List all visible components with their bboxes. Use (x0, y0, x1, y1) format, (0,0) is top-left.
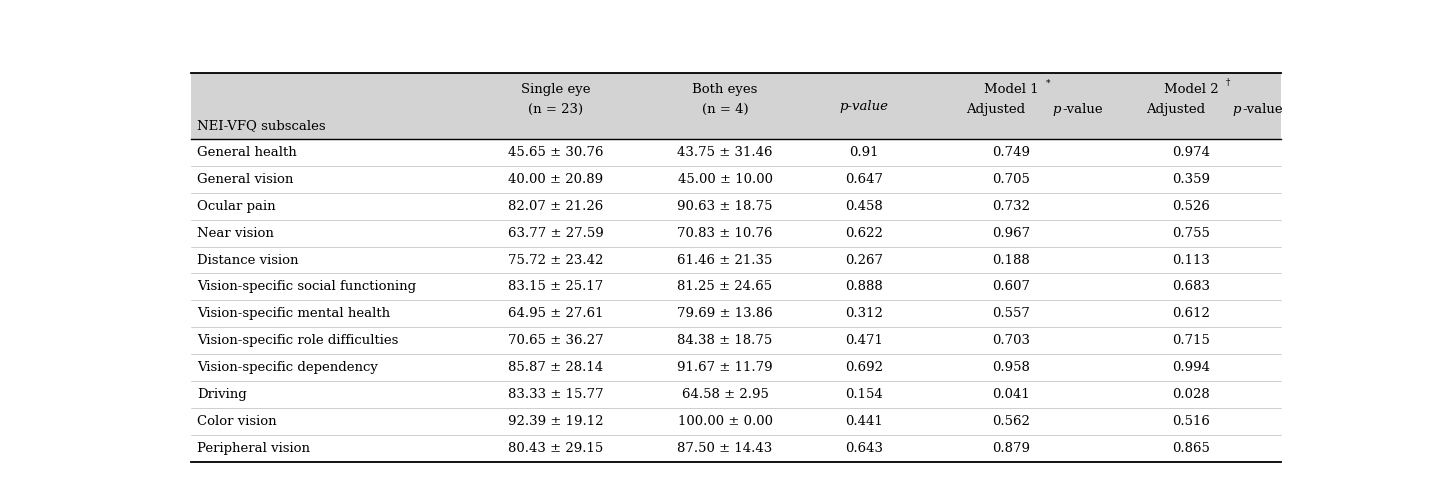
Text: 0.958: 0.958 (992, 361, 1030, 374)
Text: 70.83 ± 10.76: 70.83 ± 10.76 (678, 226, 773, 240)
Text: p: p (1232, 104, 1241, 116)
Text: 0.526: 0.526 (1172, 200, 1211, 213)
Text: (n = 23): (n = 23) (528, 104, 583, 116)
Text: 0.683: 0.683 (1172, 280, 1211, 294)
Text: 0.154: 0.154 (846, 388, 883, 401)
Text: 0.557: 0.557 (992, 308, 1030, 320)
Text: 43.75 ± 31.46: 43.75 ± 31.46 (678, 146, 773, 159)
Text: 79.69 ± 13.86: 79.69 ± 13.86 (678, 308, 773, 320)
Text: 45.65 ± 30.76: 45.65 ± 30.76 (508, 146, 603, 159)
Text: Driving: Driving (197, 388, 247, 401)
Text: Vision-specific dependency: Vision-specific dependency (197, 361, 378, 374)
Text: -value: -value (1242, 104, 1282, 116)
Text: 0.865: 0.865 (1172, 442, 1211, 455)
Text: 0.974: 0.974 (1172, 146, 1211, 159)
Text: 0.705: 0.705 (992, 173, 1030, 186)
Text: 0.516: 0.516 (1172, 415, 1211, 428)
Text: Distance vision: Distance vision (197, 254, 299, 266)
Text: 0.879: 0.879 (992, 442, 1031, 455)
Text: Peripheral vision: Peripheral vision (197, 442, 310, 455)
Text: 63.77 ± 27.59: 63.77 ± 27.59 (508, 226, 605, 240)
FancyBboxPatch shape (191, 73, 1281, 139)
Text: 85.87 ± 28.14: 85.87 ± 28.14 (508, 361, 603, 374)
Text: 100.00 ± 0.00: 100.00 ± 0.00 (678, 415, 773, 428)
Text: 0.562: 0.562 (992, 415, 1030, 428)
Text: Ocular pain: Ocular pain (197, 200, 276, 213)
Text: 0.91: 0.91 (849, 146, 879, 159)
Text: 0.967: 0.967 (992, 226, 1031, 240)
Text: 0.607: 0.607 (992, 280, 1031, 294)
Text: 0.703: 0.703 (992, 334, 1031, 347)
Text: 82.07 ± 21.26: 82.07 ± 21.26 (508, 200, 603, 213)
Text: 0.715: 0.715 (1172, 334, 1211, 347)
Text: 0.622: 0.622 (846, 226, 883, 240)
Text: -value: -value (1063, 104, 1103, 116)
Text: Vision-specific social functioning: Vision-specific social functioning (197, 280, 416, 294)
Text: 0.359: 0.359 (1172, 173, 1211, 186)
Text: 81.25 ± 24.65: 81.25 ± 24.65 (678, 280, 773, 294)
Text: Model 1: Model 1 (984, 83, 1038, 96)
Text: (n = 4): (n = 4) (702, 104, 748, 116)
Text: 87.50 ± 14.43: 87.50 ± 14.43 (678, 442, 773, 455)
Text: General vision: General vision (197, 173, 294, 186)
Text: 0.692: 0.692 (846, 361, 883, 374)
Text: Color vision: Color vision (197, 415, 277, 428)
Text: p: p (1053, 104, 1061, 116)
Text: Adjusted: Adjusted (1146, 104, 1209, 116)
Text: Single eye: Single eye (521, 83, 590, 96)
Text: 40.00 ± 20.89: 40.00 ± 20.89 (508, 173, 603, 186)
Text: 45.00 ± 10.00: 45.00 ± 10.00 (678, 173, 773, 186)
Text: 0.188: 0.188 (992, 254, 1030, 266)
Text: 0.458: 0.458 (846, 200, 883, 213)
Text: 83.15 ± 25.17: 83.15 ± 25.17 (508, 280, 603, 294)
Text: p-value: p-value (840, 100, 889, 113)
Text: 84.38 ± 18.75: 84.38 ± 18.75 (678, 334, 773, 347)
Text: †: † (1226, 78, 1231, 87)
Text: NEI-VFQ subscales: NEI-VFQ subscales (197, 119, 326, 132)
Text: 0.113: 0.113 (1172, 254, 1211, 266)
Text: Near vision: Near vision (197, 226, 274, 240)
Text: 0.755: 0.755 (1172, 226, 1211, 240)
Text: 75.72 ± 23.42: 75.72 ± 23.42 (508, 254, 603, 266)
Text: 64.95 ± 27.61: 64.95 ± 27.61 (508, 308, 603, 320)
Text: 0.312: 0.312 (846, 308, 883, 320)
Text: 0.888: 0.888 (846, 280, 883, 294)
Text: Vision-specific role difficulties: Vision-specific role difficulties (197, 334, 399, 347)
Text: 0.267: 0.267 (846, 254, 883, 266)
Text: 0.612: 0.612 (1172, 308, 1211, 320)
Text: 70.65 ± 36.27: 70.65 ± 36.27 (508, 334, 603, 347)
Text: 0.749: 0.749 (992, 146, 1031, 159)
Text: 0.041: 0.041 (992, 388, 1030, 401)
Text: *: * (1045, 78, 1050, 87)
Text: 0.732: 0.732 (992, 200, 1031, 213)
Text: 0.643: 0.643 (846, 442, 883, 455)
Text: 90.63 ± 18.75: 90.63 ± 18.75 (678, 200, 773, 213)
Text: 0.647: 0.647 (846, 173, 883, 186)
Text: 80.43 ± 29.15: 80.43 ± 29.15 (508, 442, 603, 455)
Text: Adjusted: Adjusted (966, 104, 1030, 116)
Text: 0.028: 0.028 (1172, 388, 1211, 401)
Text: Vision-specific mental health: Vision-specific mental health (197, 308, 391, 320)
Text: 0.994: 0.994 (1172, 361, 1211, 374)
Text: 92.39 ± 19.12: 92.39 ± 19.12 (508, 415, 603, 428)
Text: 61.46 ± 21.35: 61.46 ± 21.35 (678, 254, 773, 266)
Text: General health: General health (197, 146, 297, 159)
Text: 64.58 ± 2.95: 64.58 ± 2.95 (682, 388, 768, 401)
Text: 91.67 ± 11.79: 91.67 ± 11.79 (678, 361, 773, 374)
Text: 0.441: 0.441 (846, 415, 883, 428)
Text: 0.471: 0.471 (846, 334, 883, 347)
Text: 83.33 ± 15.77: 83.33 ± 15.77 (508, 388, 603, 401)
Text: Model 2: Model 2 (1165, 83, 1219, 96)
Text: Both eyes: Both eyes (692, 83, 758, 96)
